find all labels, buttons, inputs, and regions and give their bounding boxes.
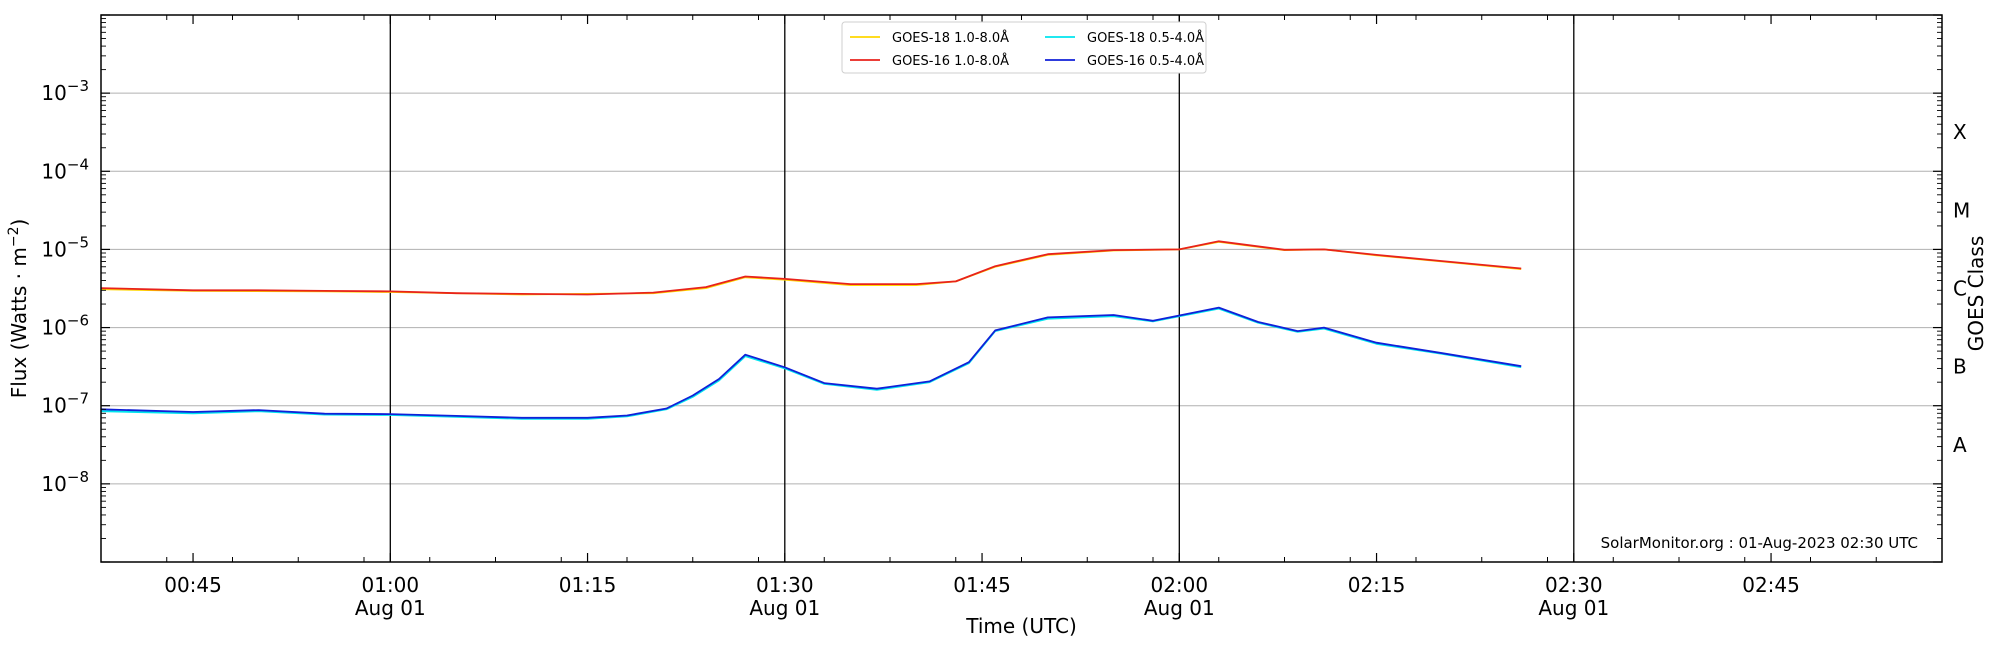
legend-box: [841, 21, 1207, 74]
y-axis-label-text: Flux (Watts · m: [7, 247, 31, 398]
x-tick-label: 02:00: [1150, 573, 1208, 597]
y-tick-label: 10−3: [41, 77, 89, 105]
series-line: [100, 306, 1522, 419]
y-tick-exponent: −3: [67, 77, 89, 95]
goes-class-label: A: [1953, 433, 1967, 457]
y-tick-exponent: −4: [67, 155, 89, 173]
x-tick-label: 02:30: [1545, 573, 1603, 597]
legend-label: GOES-18 1.0-8.0Å: [892, 30, 1009, 46]
y-tick-base: 10: [41, 394, 66, 418]
x-tick-label: 01:30: [756, 573, 814, 597]
x-tick-label: 01:15: [559, 573, 617, 597]
y-tick-base: 10: [41, 159, 66, 183]
y-tick-base: 10: [41, 237, 66, 261]
legend-label: GOES-18 0.5-4.0Å: [1087, 30, 1204, 46]
plot-frame: [100, 14, 1943, 563]
y-tick-base: 10: [41, 81, 66, 105]
grid-lines: [101, 92, 1942, 485]
y-tick-label: 10−5: [41, 233, 89, 261]
watermark-text: SolarMonitor.org : 01-Aug-2023 02:30 UTC: [1601, 534, 1918, 552]
x-tick-label: 02:15: [1348, 573, 1406, 597]
y-tick-exponent: −5: [67, 233, 89, 251]
x-tick-sublabel: Aug 01: [749, 596, 820, 620]
x-tick-label: 02:45: [1742, 573, 1800, 597]
y-tick-base: 10: [41, 472, 66, 496]
y-tick-label: 10−8: [41, 468, 89, 496]
goes-class-label: X: [1953, 120, 1967, 144]
y-tick-label: 10−6: [41, 312, 89, 340]
legend: GOES-18 1.0-8.0Å GOES-16 1.0-8.0Å GOES-18 …: [841, 21, 1207, 74]
x-tick-sublabel: Aug 01: [355, 596, 426, 620]
y-tick-label: 10−7: [41, 390, 89, 418]
y-tick-exponent: −6: [67, 312, 89, 330]
x-tick-label: 01:00: [361, 573, 419, 597]
series-line: [100, 240, 1522, 296]
x-tick-label: 00:45: [164, 573, 222, 597]
goes-class-label: C: [1953, 277, 1967, 301]
y-axis-label-superscript: −2: [6, 227, 22, 248]
x-tick-sublabel: Aug 01: [1144, 596, 1215, 620]
legend-label: GOES-16 0.5-4.0Å: [1087, 53, 1204, 69]
goes-class-label: B: [1953, 355, 1967, 379]
y-axis-label-close: ): [7, 219, 31, 227]
y-axis-label: Flux (Watts · m−2): [6, 219, 31, 399]
x-axis-label: Time (UTC): [965, 614, 1077, 638]
x-tick-sublabel: Aug 01: [1538, 596, 1609, 620]
legend-label: GOES-16 1.0-8.0Å: [892, 53, 1009, 69]
series-line: [100, 307, 1522, 420]
y-tick-exponent: −8: [67, 468, 89, 486]
axis-ticks: [100, 14, 1943, 563]
y-tick-base: 10: [41, 316, 66, 340]
goes-class-label: M: [1953, 198, 1970, 222]
y-tick-label: 10−4: [41, 155, 89, 183]
goes-class-labels: A B C M X: [1953, 120, 1970, 457]
y-tick-exponent: −7: [67, 390, 89, 408]
series-lines: [100, 240, 1522, 420]
right-y-axis-label: GOES Class: [1964, 236, 1988, 352]
y-tick-labels: 10−810−710−610−510−410−3: [41, 77, 89, 496]
x-tick-label: 01:45: [953, 573, 1011, 597]
vertical-marker-lines: [389, 15, 1575, 562]
